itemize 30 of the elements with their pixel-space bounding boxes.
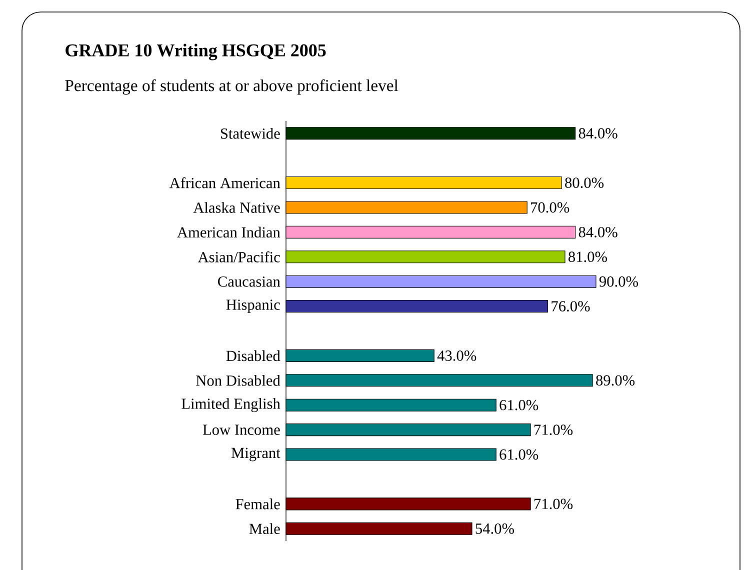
data-label: 76.0% bbox=[552, 301, 590, 312]
y-tick-label: Migrant bbox=[231, 448, 280, 462]
y-tick-label: Male bbox=[249, 523, 280, 534]
y-tick-label: Asian/Pacific bbox=[198, 251, 280, 262]
data-label: 71.0% bbox=[534, 424, 573, 436]
y-tick-label: African American bbox=[169, 177, 280, 188]
y-tick-label: Disabled bbox=[226, 350, 280, 362]
data-label: 43.0% bbox=[437, 350, 476, 361]
y-tick-label: Low Income bbox=[202, 424, 280, 435]
data-label: 90.0% bbox=[599, 276, 638, 287]
data-label: 81.0% bbox=[568, 252, 608, 262]
data-label: 71.0% bbox=[534, 498, 573, 510]
data-label: 89.0% bbox=[596, 375, 635, 386]
chart-subtitle: Percentage of students at or above proficient level bbox=[65, 79, 398, 95]
y-tick-label: Limited English bbox=[182, 398, 280, 412]
data-label: 80.0% bbox=[565, 178, 604, 188]
y-tick-label: Non Disabled bbox=[196, 375, 280, 386]
data-label: 54.0% bbox=[476, 523, 514, 534]
y-tick-label: Alaska Native bbox=[193, 202, 280, 213]
y-tick-label: Hispanic bbox=[226, 300, 280, 313]
y-tick-label: Statewide bbox=[220, 128, 280, 139]
y-tick-label: Caucasian bbox=[218, 276, 280, 287]
y-tick-label: American Indian bbox=[177, 226, 280, 238]
data-label: 61.0% bbox=[500, 449, 538, 460]
data-label: 84.0% bbox=[578, 226, 618, 238]
data-label: 61.0% bbox=[500, 400, 538, 410]
data-label: 70.0% bbox=[531, 202, 570, 213]
data-label: 84.0% bbox=[578, 128, 618, 139]
y-tick-label: Female bbox=[236, 498, 280, 510]
chart-title: GRADE 10 Writing HSGQE 2005 bbox=[66, 44, 326, 60]
